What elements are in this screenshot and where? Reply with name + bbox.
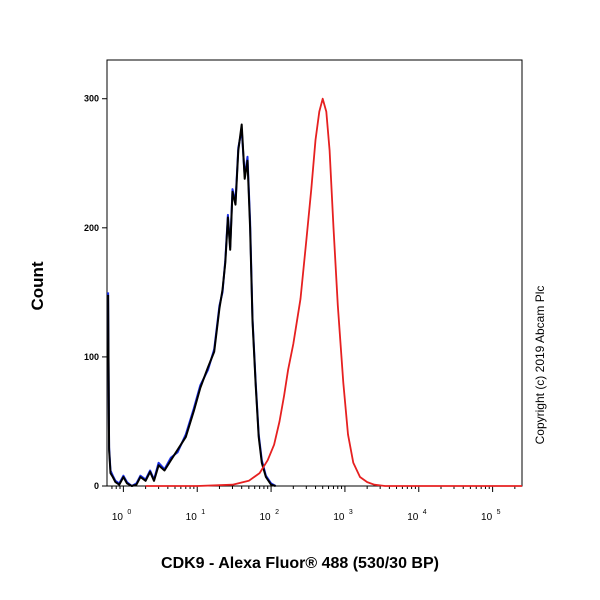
x-tick-exponent: 1	[201, 509, 205, 516]
y-axis-label: Count	[14, 238, 62, 334]
series-line-blue	[107, 128, 277, 487]
series-line-red	[145, 97, 522, 487]
y-axis-label-text: Count	[28, 261, 47, 311]
y-tick-label: 100	[84, 352, 99, 362]
x-tick-label: 10	[260, 512, 272, 523]
x-tick-label: 10	[407, 512, 419, 523]
series-line-black	[107, 123, 276, 487]
x-tick-exponent: 4	[423, 509, 427, 516]
x-tick-exponent: 2	[275, 509, 279, 516]
x-tick-label: 10	[481, 512, 493, 523]
x-tick-exponent: 5	[497, 509, 501, 516]
copyright-notice: Copyright (c) 2019 Abcam Plc	[528, 240, 552, 490]
x-tick-label: 10	[112, 512, 124, 523]
x-tick-label: 10	[186, 512, 198, 523]
y-tick-label: 300	[84, 94, 99, 104]
x-axis-ticks: 10 0 10 1 10 2 10 3 10 4 10 5	[111, 486, 516, 523]
x-tick-exponent: 3	[349, 509, 353, 516]
y-tick-label: 200	[84, 223, 99, 233]
y-axis-ticks: 0 100 200 300	[84, 94, 107, 491]
y-tick-label: 0	[94, 481, 99, 491]
x-axis-label: CDK9 - Alexa Fluor® 488 (530/30 BP)	[161, 555, 439, 572]
x-tick-label: 10	[333, 512, 345, 523]
plot-frame	[106, 59, 523, 487]
series-layer	[107, 97, 522, 487]
x-tick-exponent: 0	[127, 509, 131, 516]
copyright-text: Copyright (c) 2019 Abcam Plc	[533, 285, 547, 445]
